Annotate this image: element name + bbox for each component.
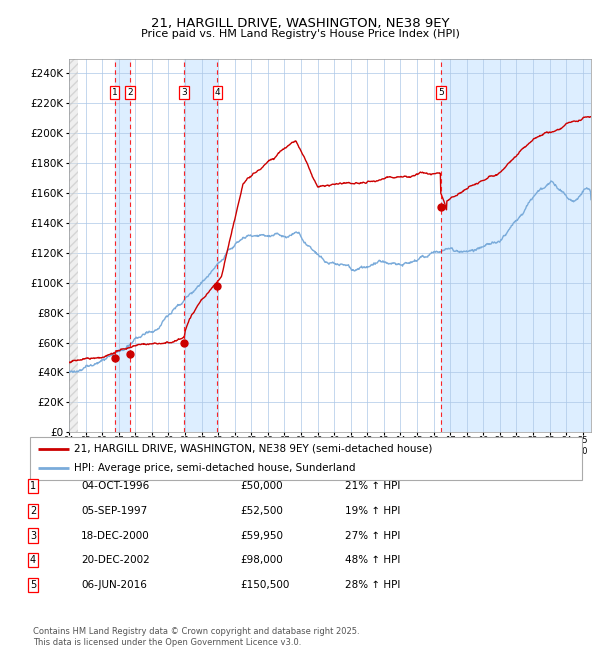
Text: £98,000: £98,000 (240, 555, 283, 566)
Text: 3: 3 (30, 530, 36, 541)
FancyBboxPatch shape (30, 437, 582, 480)
Text: Price paid vs. HM Land Registry's House Price Index (HPI): Price paid vs. HM Land Registry's House … (140, 29, 460, 39)
Text: 1: 1 (30, 481, 36, 491)
Text: 2: 2 (30, 506, 36, 516)
Text: 18-DEC-2000: 18-DEC-2000 (81, 530, 150, 541)
Text: £150,500: £150,500 (240, 580, 289, 590)
Text: 20-DEC-2002: 20-DEC-2002 (81, 555, 150, 566)
Text: 48% ↑ HPI: 48% ↑ HPI (345, 555, 400, 566)
Text: Contains HM Land Registry data © Crown copyright and database right 2025.
This d: Contains HM Land Registry data © Crown c… (33, 627, 359, 647)
Text: 21, HARGILL DRIVE, WASHINGTON, NE38 9EY (semi-detached house): 21, HARGILL DRIVE, WASHINGTON, NE38 9EY … (74, 444, 433, 454)
Text: 2: 2 (127, 88, 133, 98)
Bar (440, 58, 591, 432)
Text: 4: 4 (30, 555, 36, 566)
Text: 04-OCT-1996: 04-OCT-1996 (81, 481, 149, 491)
Text: £59,950: £59,950 (240, 530, 283, 541)
Text: 19% ↑ HPI: 19% ↑ HPI (345, 506, 400, 516)
Text: 28% ↑ HPI: 28% ↑ HPI (345, 580, 400, 590)
Bar (115, 58, 130, 432)
Text: 5: 5 (30, 580, 36, 590)
Text: 21% ↑ HPI: 21% ↑ HPI (345, 481, 400, 491)
Text: 5: 5 (438, 88, 443, 98)
Bar (184, 58, 217, 432)
Text: 05-SEP-1997: 05-SEP-1997 (81, 506, 147, 516)
Text: 4: 4 (215, 88, 220, 98)
Text: 21, HARGILL DRIVE, WASHINGTON, NE38 9EY: 21, HARGILL DRIVE, WASHINGTON, NE38 9EY (151, 17, 449, 30)
Text: 27% ↑ HPI: 27% ↑ HPI (345, 530, 400, 541)
Text: £50,000: £50,000 (240, 481, 283, 491)
Text: 1: 1 (112, 88, 118, 98)
Text: 3: 3 (181, 88, 187, 98)
Text: 06-JUN-2016: 06-JUN-2016 (81, 580, 147, 590)
Text: £52,500: £52,500 (240, 506, 283, 516)
Text: HPI: Average price, semi-detached house, Sunderland: HPI: Average price, semi-detached house,… (74, 463, 356, 473)
